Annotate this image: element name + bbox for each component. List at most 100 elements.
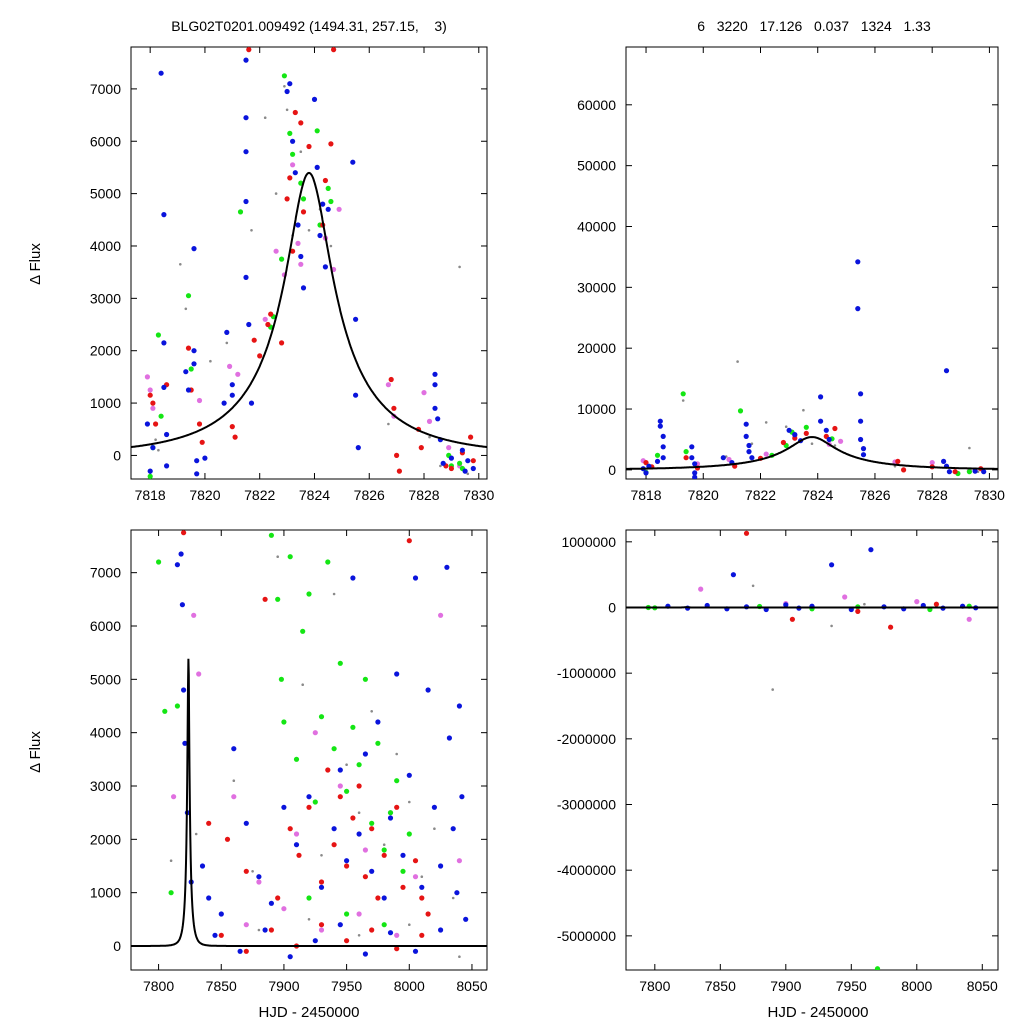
bottom-left-point-gray xyxy=(451,896,455,900)
top-right-point-blue xyxy=(826,436,832,443)
top-right-ytick-label: 20000 xyxy=(577,340,616,356)
bottom-left-point-red xyxy=(375,895,381,901)
top-left-point-violet xyxy=(235,371,241,377)
bottom-left-point-violet xyxy=(318,927,325,933)
bottom-left-point-violet xyxy=(362,847,368,853)
bottom-left-ytick-label: 3000 xyxy=(90,778,121,794)
top-left-frame xyxy=(130,46,488,480)
bottom-left-point-green xyxy=(375,740,381,746)
top-left-point-violet xyxy=(421,390,427,396)
top-left-point-red xyxy=(147,392,153,398)
bottom-right-point-gray xyxy=(771,688,774,691)
top-left-point-blue xyxy=(295,222,301,228)
bottom-right-point-violet xyxy=(698,586,704,592)
bottom-right-xtick-label: 7900 xyxy=(770,978,801,994)
bottom-left-point-gray xyxy=(420,875,424,878)
top-left-point-violet xyxy=(227,363,233,369)
bottom-left-point-green xyxy=(306,895,312,901)
top-left-point-blue xyxy=(432,371,438,377)
top-left-point-gray xyxy=(283,85,286,88)
top-left-point-blue xyxy=(465,458,471,464)
bottom-left-point-blue xyxy=(459,794,465,800)
top-left-point-blue xyxy=(300,285,307,291)
bottom-left-point-red xyxy=(306,804,312,810)
bottom-left-point-red xyxy=(394,946,400,952)
top-right-point-green xyxy=(803,424,809,430)
top-left-point-gray xyxy=(285,108,289,112)
top-left-point-red xyxy=(246,47,252,53)
top-right-point-blue xyxy=(941,458,947,464)
top-left-point-blue xyxy=(325,206,331,212)
top-left-point-green xyxy=(279,256,285,262)
top-right-point-gray xyxy=(810,442,814,446)
top-left-point-blue xyxy=(432,405,438,411)
top-right-point-blue xyxy=(855,259,861,265)
top-left-point-gray xyxy=(439,464,442,468)
top-left-point-red xyxy=(298,120,304,126)
bottom-right-point-green xyxy=(874,966,881,970)
top-right-point-blue xyxy=(643,470,649,476)
bottom-left-point-green xyxy=(318,714,325,720)
top-left-point-green xyxy=(290,151,296,157)
bottom-left-ytick-label: 5000 xyxy=(90,671,121,687)
bottom-left-model-curve xyxy=(131,658,487,947)
top-right-point-red xyxy=(683,455,689,461)
top-right-point-blue xyxy=(746,442,752,449)
top-right-point-blue xyxy=(743,433,749,439)
bottom-left-point-green xyxy=(287,554,293,560)
top-left-ytick-label: 4000 xyxy=(90,238,121,254)
bottom-left-point-gray xyxy=(370,710,374,713)
top-left-point-gray xyxy=(263,116,267,119)
top-left-point-blue xyxy=(158,70,164,76)
top-left-ytick-label: 6000 xyxy=(90,133,121,149)
top-right-xtick-label: 7824 xyxy=(802,487,833,503)
top-right-point-gray xyxy=(802,408,805,412)
top-left-point-blue xyxy=(459,447,465,453)
top-left-point-blue xyxy=(246,321,252,328)
bottom-left-point-blue xyxy=(206,895,212,901)
top-left-point-gray xyxy=(387,422,390,426)
top-right-point-green xyxy=(737,408,744,414)
title-left: BLG02T0201.009492 (1494.31, 257.15, 3) xyxy=(171,18,447,34)
bottom-left-point-gray xyxy=(169,859,173,862)
top-left-point-red xyxy=(448,465,454,472)
top-left-ytick-label: 2000 xyxy=(90,343,121,359)
top-left-point-blue xyxy=(284,88,290,95)
top-left-point-blue xyxy=(448,455,454,461)
top-right-xtick-label: 7828 xyxy=(917,487,948,503)
bottom-left-ytick-label: 1000 xyxy=(90,885,121,901)
bottom-left-point-blue xyxy=(356,831,362,837)
top-right-point-blue xyxy=(720,455,726,461)
top-left-point-gray xyxy=(458,265,461,269)
bottom-left-point-blue xyxy=(369,868,375,874)
top-left-point-gray xyxy=(250,229,253,232)
top-left-point-red xyxy=(196,421,203,427)
bottom-left-point-gray xyxy=(395,752,399,756)
top-left-point-blue xyxy=(191,246,197,252)
bottom-left-point-blue xyxy=(425,687,431,693)
bottom-left-point-gray xyxy=(357,811,361,814)
bottom-left-point-red xyxy=(425,911,431,917)
top-left-point-gray xyxy=(466,472,470,476)
bottom-left-point-blue xyxy=(337,767,343,773)
top-right-frame xyxy=(625,46,999,480)
bottom-left-point-red xyxy=(318,922,325,928)
bottom-left-point-violet xyxy=(356,911,362,917)
top-right-point-violet xyxy=(763,451,769,457)
bottom-left-point-blue xyxy=(344,858,350,864)
bottom-left-point-blue xyxy=(243,820,249,826)
top-right-point-blue xyxy=(858,436,864,443)
top-right-ytick-label: 40000 xyxy=(577,218,616,234)
top-left-point-red xyxy=(418,445,424,451)
bottom-right-point-gray xyxy=(830,624,833,628)
top-left-point-red xyxy=(279,340,285,346)
top-left-ytick-label: 3000 xyxy=(90,290,121,306)
bottom-left-point-blue xyxy=(281,804,287,810)
bottom-left-point-blue xyxy=(450,826,456,832)
top-right-point-blue xyxy=(858,391,864,397)
top-left-point-blue xyxy=(191,348,197,354)
top-right-point-gray xyxy=(968,446,971,450)
top-left-point-violet xyxy=(290,162,296,168)
top-left-plot-area xyxy=(131,47,487,479)
bottom-left-point-green xyxy=(293,756,300,762)
